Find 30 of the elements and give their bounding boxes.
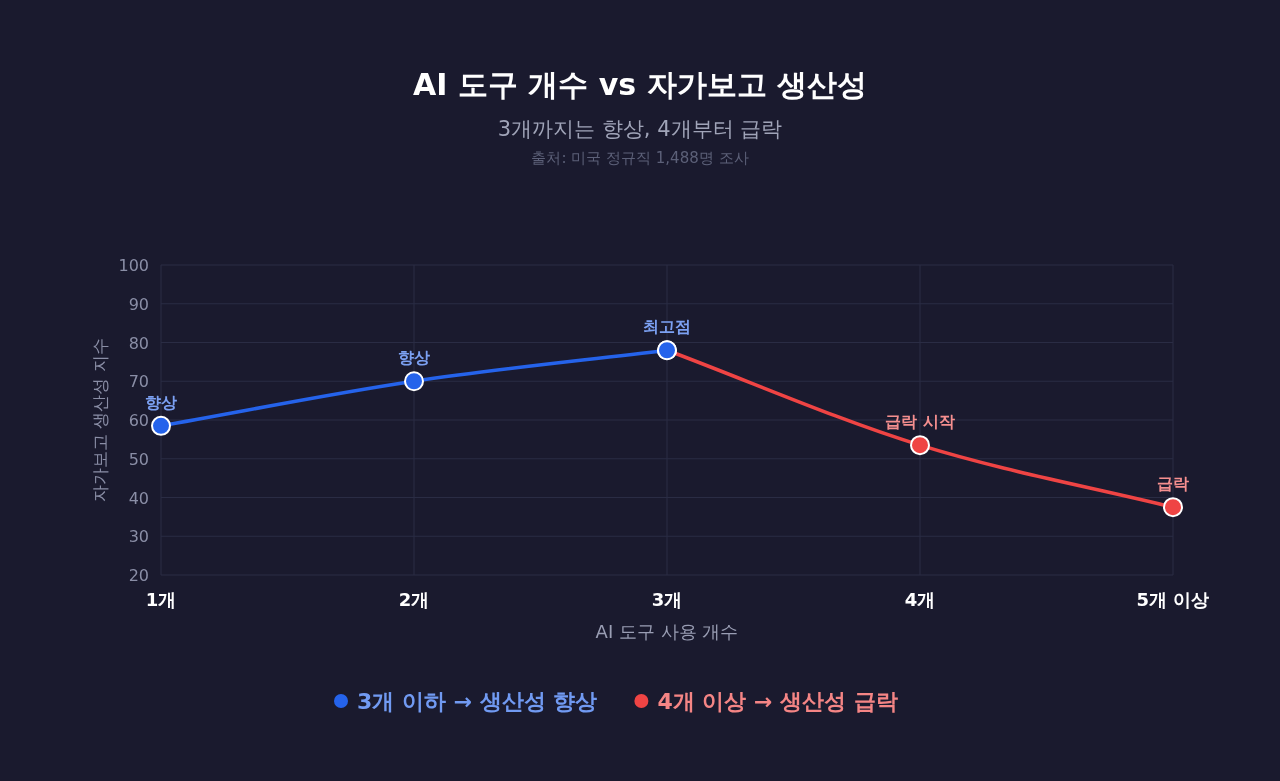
annotation: 급락	[1157, 474, 1189, 494]
point	[404, 371, 424, 392]
y-tick-label: 40	[128, 488, 149, 508]
point	[1163, 497, 1183, 518]
y-tick-label: 60	[128, 411, 149, 430]
legend-label: 3개 이하 → 생산성 향상	[357, 689, 598, 714]
chart-title: AI 도구 개수 vs 자가보고 생산성	[412, 67, 868, 102]
y-tick-label: 80	[128, 333, 149, 353]
chart-subtitle: 3개까지는 향상, 4개부터 급락	[497, 117, 783, 141]
y-tick-label: 30	[128, 527, 149, 547]
x-tick-label: 1개	[145, 589, 177, 610]
y-tick-label: 100	[118, 256, 149, 275]
legend-label: 4개 이상 → 생산성 급락	[657, 689, 898, 714]
y-axis-title: 자가보고 생산성 지수	[90, 338, 110, 502]
point	[910, 435, 930, 456]
x-axis-title: AI 도구 사용 개수	[595, 621, 739, 642]
y-tick-label: 70	[128, 372, 149, 392]
annotation: 최고점	[643, 317, 691, 337]
x-tick-label: 4개	[904, 589, 936, 610]
annotation: 향상	[145, 392, 177, 412]
y-tick-label: 50	[128, 449, 149, 469]
annotation: 급락 시작	[885, 412, 955, 432]
x-tick-label: 5개 이상	[1136, 589, 1210, 610]
annotation: 향상	[398, 348, 430, 368]
x-tick-label: 2개	[398, 589, 430, 610]
y-tick-label: 90	[128, 294, 149, 314]
y-tick-label: 20	[128, 566, 149, 585]
source-note: 출처: 미국 정규직 1,488명 조사	[531, 149, 749, 167]
x-tick-label: 3개	[651, 589, 683, 610]
point	[151, 415, 171, 436]
